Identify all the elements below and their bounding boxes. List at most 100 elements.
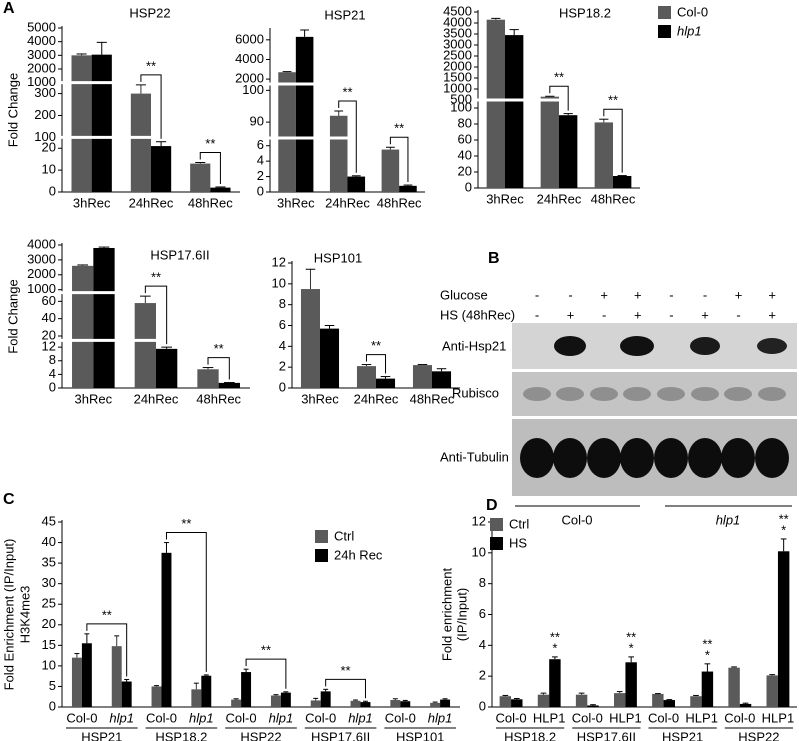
x-tick-label: HLP1 <box>685 710 718 725</box>
x-tick-label: 24hRec <box>134 391 179 406</box>
y-tick-label: 0 <box>49 183 56 198</box>
chart-title: HSP21 <box>324 7 365 22</box>
y-axis-label: Fold Enrichment (IP/Input) <box>1 539 16 691</box>
x-tick-label: Col-0 <box>66 710 97 725</box>
y-tick-label: 3000 <box>27 47 56 62</box>
x-tick-label: hlp1 <box>109 710 134 725</box>
significance-label: ** <box>205 136 215 151</box>
y-tick-label: 4 <box>279 338 286 353</box>
significance-label: ** <box>181 516 191 531</box>
chart-title: HSP18.2 <box>559 5 611 20</box>
genotype-label: hlp1 <box>716 512 741 527</box>
y-tick-label: 6000 <box>235 31 264 46</box>
y-axis-label: Fold Change <box>5 73 20 147</box>
bar <box>594 122 613 188</box>
y-tick-label: 8 <box>479 575 486 590</box>
y-tick-label: 2000 <box>27 60 56 75</box>
y-tick-label: 8 <box>49 352 56 367</box>
panel-label: C <box>3 491 15 508</box>
bar <box>400 701 411 707</box>
bar <box>537 694 550 707</box>
x-tick-label: hlp1 <box>189 710 214 725</box>
y-tick-label: 10 <box>272 275 286 290</box>
y-tick-label: 2 <box>257 168 264 183</box>
legend-swatch <box>658 6 671 19</box>
bar <box>549 659 561 707</box>
panel-label: B <box>488 250 500 267</box>
y-tick-label: 30 <box>42 575 56 590</box>
significance-label: ** <box>608 93 618 108</box>
y-tick-label: 100 <box>242 82 264 97</box>
legend-label: HS <box>509 535 527 550</box>
bar <box>111 646 122 707</box>
legend-swatch <box>315 549 328 562</box>
group-label: HSP18.2 <box>504 729 556 741</box>
y-tick-label: 4 <box>257 153 264 168</box>
x-tick-label: Col-0 <box>146 710 177 725</box>
y-tick-label: 45 <box>42 513 56 528</box>
significance-bracket <box>245 658 287 689</box>
bar <box>320 691 331 707</box>
x-tick-label: Col-0 <box>496 710 527 725</box>
bar <box>71 55 92 193</box>
group-label: HSP17.6II <box>577 729 636 741</box>
blot-sign: + <box>567 307 575 322</box>
bar <box>218 382 240 388</box>
legend-swatch <box>315 530 328 543</box>
y-tick-label: 12 <box>42 339 56 354</box>
antibody-label: Anti-Hsp21 <box>442 338 506 353</box>
blot-strip <box>512 372 797 416</box>
blot-sign: + <box>735 287 743 302</box>
y-tick-label: 0 <box>279 379 286 394</box>
bar <box>191 689 202 707</box>
y-tick-label: 12 <box>472 513 486 528</box>
legend-label: hlp1 <box>677 23 702 38</box>
blot-sign: - <box>535 287 539 302</box>
legend-swatch <box>490 537 503 550</box>
x-tick-label: Col-0 <box>724 710 755 725</box>
group-label: HSP22 <box>738 729 779 741</box>
significance-label: ** <box>342 84 352 99</box>
bar <box>350 700 361 707</box>
bar <box>430 702 441 707</box>
x-tick-label: 24hRec <box>354 391 399 406</box>
bar <box>197 369 219 388</box>
y-tick-label: 4500 <box>443 3 472 18</box>
tubulin-bands <box>520 438 789 478</box>
significance-label: ** <box>394 121 404 136</box>
significance-label: * <box>629 640 634 655</box>
bar <box>486 19 505 189</box>
significance-label: ** <box>261 643 271 658</box>
bar <box>71 657 82 707</box>
y-tick-label: 500 <box>450 91 472 106</box>
bar <box>241 672 252 707</box>
group-label: HSP21 <box>81 729 122 741</box>
y-tick-label: 80 <box>458 115 472 130</box>
x-tick-label: 48hRec <box>410 391 455 406</box>
y-tick-label: 100 <box>450 99 472 114</box>
bar <box>663 700 675 707</box>
blot-sign: - <box>602 307 606 322</box>
x-tick-label: Col-0 <box>572 710 603 725</box>
y-tick-label: 300 <box>34 85 56 100</box>
x-tick-label: 48hRec <box>377 195 422 210</box>
bar <box>356 366 376 388</box>
blot-sign: - <box>703 287 707 302</box>
bar <box>614 693 626 707</box>
bar <box>156 348 178 388</box>
x-tick-label: hlp1 <box>428 710 453 725</box>
bar <box>231 699 242 707</box>
bar <box>701 671 714 707</box>
y-tick-label: 4000 <box>443 14 472 29</box>
bar <box>625 662 637 707</box>
bar <box>151 686 162 707</box>
significance-bracket <box>338 100 357 173</box>
antibody-label: Anti-Tubulin <box>440 449 509 464</box>
x-tick-label: 24hRec <box>537 191 582 206</box>
y-tick-label: 12 <box>272 254 286 269</box>
significance-label: * <box>552 640 557 655</box>
y-tick-label: 40 <box>458 147 472 162</box>
x-tick-label: HLP1 <box>762 710 795 725</box>
